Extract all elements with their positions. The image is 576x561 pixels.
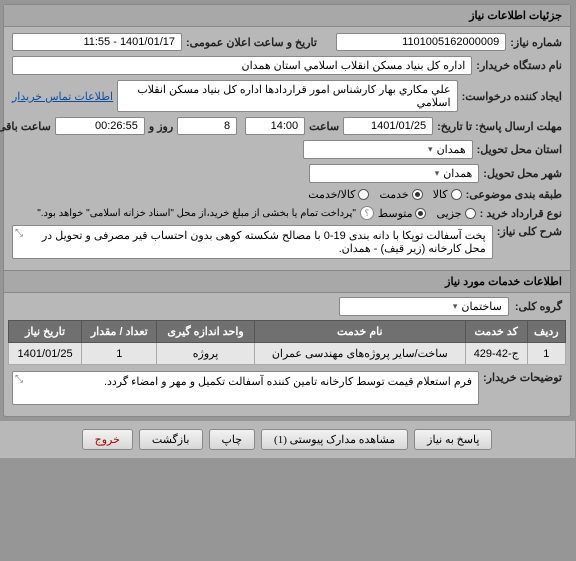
radio-both[interactable]: کالا/خدمت <box>309 188 370 201</box>
contract-label: نوع قرارداد خرید : <box>481 207 563 220</box>
table-header: ردیف <box>528 321 566 343</box>
table-header: نام خدمت <box>255 321 466 343</box>
buyer-notes-row: توضیحات خریدار: ⤡ فرم استعلام قیمت توسط … <box>5 365 571 416</box>
contract-radio-group: جزیی متوسط <box>379 207 477 220</box>
city-select[interactable]: همدان <box>310 164 480 183</box>
announce-label: تاریخ و ساعت اعلان عمومی: <box>187 36 318 49</box>
table-header: تعداد / مقدار <box>83 321 158 343</box>
day-and-label: روز و <box>150 120 174 133</box>
panel-title: جزئیات اطلاعات نیاز <box>5 5 571 27</box>
services-table-wrap: ردیفکد خدمتنام خدمتواحد اندازه گیریتعداد… <box>5 320 571 365</box>
remain-time: 00:26:55 <box>56 117 146 135</box>
table-header: کد خدمت <box>466 321 528 343</box>
creator-label: ایجاد کننده درخواست: <box>463 90 563 103</box>
panel-body: شماره نیاز: 1101005162000009 تاریخ و ساع… <box>5 27 571 270</box>
radio-icon <box>359 189 370 200</box>
row-subject-type: طبقه بندی موضوعی: کالا خدمت کالا/خدمت <box>13 188 563 201</box>
row-province: استان محل تحویل: همدان <box>13 140 563 159</box>
table-cell: 1 <box>528 343 566 365</box>
province-select[interactable]: همدان <box>304 140 474 159</box>
radio-medium[interactable]: متوسط <box>379 207 428 220</box>
exit-button[interactable]: خروج <box>83 429 134 450</box>
need-no-label: شماره نیاز: <box>511 36 563 49</box>
resize-handle-icon[interactable]: ⤡ <box>16 374 24 382</box>
city-label: شهر محل تحویل: <box>484 167 563 180</box>
need-no-value: 1101005162000009 <box>337 33 507 51</box>
row-contract-type: نوع قرارداد خرید : جزیی متوسط ؟ "پرداخت … <box>13 206 563 220</box>
row-description: شرح کلی نیاز: ⤡ پخت آسفالت توپکا با دانه… <box>13 225 563 259</box>
action-toolbar: پاسخ به نیاز مشاهده مدارک پیوستی (1) چاپ… <box>0 421 576 458</box>
deadline-label: مهلت ارسال پاسخ: تا تاریخ: <box>438 120 563 133</box>
print-button[interactable]: چاپ <box>210 429 257 450</box>
buyer-notes-textarea[interactable]: ⤡ فرم استعلام قیمت توسط کارخانه تامین کن… <box>13 371 480 405</box>
province-label: استان محل تحویل: <box>478 143 563 156</box>
radio-goods[interactable]: کالا <box>434 188 463 201</box>
row-deadline: مهلت ارسال پاسخ: تا تاریخ: 1401/01/25 سا… <box>13 117 563 135</box>
group-label: گروه کلی: <box>516 300 563 313</box>
radio-icon <box>413 189 424 200</box>
table-cell: ج-42-429 <box>466 343 528 365</box>
back-button[interactable]: بازگشت <box>140 429 204 450</box>
radio-icon <box>466 208 477 219</box>
buyer-notes-label: توضیحات خریدار: <box>484 371 563 384</box>
help-icon[interactable]: ؟ <box>361 206 375 220</box>
table-cell: 1401/01/25 <box>10 343 83 365</box>
row-creator: ایجاد کننده درخواست: علي مکاري بهار کارش… <box>13 80 563 112</box>
table-header: واحد اندازه گیری <box>158 321 255 343</box>
need-details-panel: جزئیات اطلاعات نیاز شماره نیاز: 11010051… <box>4 4 572 417</box>
table-cell: پروژه <box>158 343 255 365</box>
group-select[interactable]: ساختمان <box>340 297 510 316</box>
table-row[interactable]: 1ج-42-429ساخت/سایر پروژه‌های مهندسی عمرا… <box>10 343 567 365</box>
remain-label: ساعت باقی مانده <box>0 120 52 133</box>
radio-service[interactable]: خدمت <box>380 188 423 201</box>
group-row: گروه کلی: ساختمان <box>5 293 571 320</box>
contact-buyer-link[interactable]: اطلاعات تماس خریدار <box>13 90 114 103</box>
contract-note: "پرداخت تمام یا بخشی از مبلغ خرید،از محل… <box>38 208 357 219</box>
desc-label: شرح کلی نیاز: <box>498 225 563 238</box>
buyer-label: نام دستگاه خریدار: <box>477 59 563 72</box>
table-cell: 1 <box>83 343 158 365</box>
table-cell: ساخت/سایر پروژه‌های مهندسی عمران <box>255 343 466 365</box>
table-header: تاریخ نیاز <box>10 321 83 343</box>
buyer-value: اداره کل بنیاد مسکن انقلاب اسلامي استان … <box>13 56 473 75</box>
services-section-title: اطلاعات خدمات مورد نیاز <box>5 270 571 293</box>
radio-icon <box>452 189 463 200</box>
row-need-number: شماره نیاز: 1101005162000009 تاریخ و ساع… <box>13 33 563 51</box>
desc-textarea[interactable]: ⤡ پخت آسفالت توپکا با دانه بندی 19-0 با … <box>13 225 494 259</box>
row-buyer: نام دستگاه خریدار: اداره کل بنیاد مسکن ا… <box>13 56 563 75</box>
subject-type-label: طبقه بندی موضوعی: <box>467 188 563 201</box>
deadline-date: 1401/01/25 <box>344 117 434 135</box>
remain-days: 8 <box>178 117 238 135</box>
reply-button[interactable]: پاسخ به نیاز <box>415 429 493 450</box>
creator-value: علي مکاري بهار کارشناس امور قراردادها اد… <box>118 80 459 112</box>
radio-icon <box>416 208 427 219</box>
attachments-button[interactable]: مشاهده مدارک پیوستی (1) <box>262 429 409 450</box>
time-label-1: ساعت <box>310 120 340 133</box>
row-city: شهر محل تحویل: همدان <box>13 164 563 183</box>
radio-partial[interactable]: جزیی <box>437 207 476 220</box>
deadline-time: 14:00 <box>246 117 306 135</box>
subject-type-radio-group: کالا خدمت کالا/خدمت <box>309 188 462 201</box>
services-table: ردیفکد خدمتنام خدمتواحد اندازه گیریتعداد… <box>9 320 567 365</box>
resize-handle-icon[interactable]: ⤡ <box>16 228 24 236</box>
announce-value: 1401/01/17 - 11:55 <box>13 33 183 51</box>
